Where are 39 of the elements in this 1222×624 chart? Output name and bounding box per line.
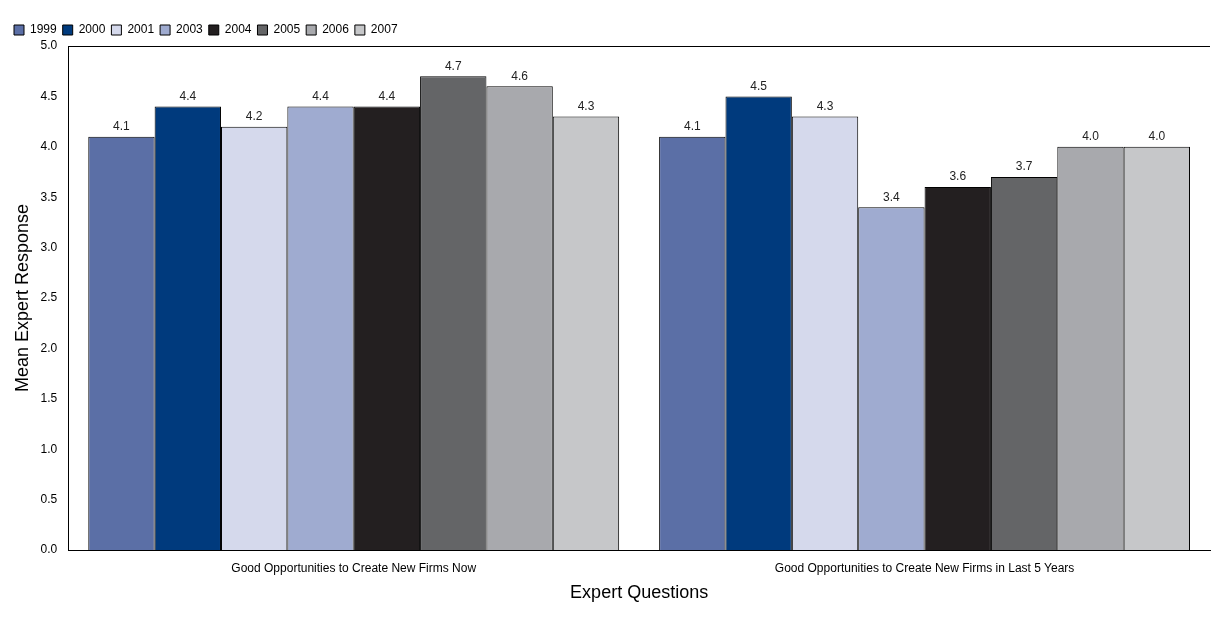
x-tick-label: Good Opportunities to Create New Firms in Last 5 Years	[774, 560, 1075, 575]
text: 5.0	[40, 38, 58, 53]
data-label: 4.5	[750, 78, 768, 93]
data-label: 3.6	[949, 169, 967, 184]
data-label: 4.7	[444, 58, 462, 73]
text: 0.5	[40, 491, 58, 506]
x-tick-label: Good Opportunities to Create New Firms Now	[231, 560, 477, 575]
data-label: 4.6	[511, 68, 529, 83]
legend-label: 2003	[176, 22, 204, 37]
legend-label: 2000	[78, 22, 106, 37]
data-label: 4.0	[1082, 129, 1100, 144]
text: 2.5	[40, 290, 58, 305]
data-label: 4.3	[577, 98, 595, 113]
text: 2.0	[40, 340, 58, 355]
data-label: 4.4	[378, 88, 396, 103]
legend-label: 2004	[224, 22, 252, 37]
text: 4.5	[40, 88, 58, 103]
y-axis-title: Mean Expert Response	[11, 203, 32, 393]
data-label: 4.4	[179, 88, 197, 103]
data-label: 4.3	[816, 98, 834, 113]
data-label: 4.1	[113, 119, 131, 134]
legend-label: 2005	[273, 22, 301, 37]
legend-label: 2007	[370, 22, 398, 37]
data-label: 4.2	[245, 108, 263, 123]
text: 1.0	[40, 441, 58, 456]
text: 0.0	[40, 542, 58, 557]
text: 3.5	[40, 189, 58, 204]
data-label: 3.4	[883, 189, 901, 204]
data-label: 4.4	[312, 88, 330, 103]
data-label: 4.1	[683, 119, 701, 134]
legend-label: 1999	[30, 22, 58, 37]
text: 4.0	[40, 139, 58, 154]
text: 1.5	[40, 391, 58, 406]
data-label: 4.0	[1148, 129, 1166, 144]
legend-label: 2001	[127, 22, 155, 37]
legend-label: 2006	[322, 22, 350, 37]
x-axis-title: Expert Questions	[570, 582, 709, 603]
text: 3.0	[40, 239, 58, 254]
data-label: 3.7	[1015, 159, 1033, 174]
